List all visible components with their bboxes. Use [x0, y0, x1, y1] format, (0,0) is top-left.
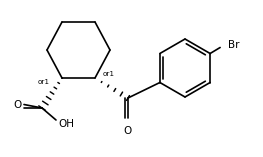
Text: Br: Br [228, 41, 240, 51]
Text: or1: or1 [103, 71, 115, 77]
Text: or1: or1 [38, 79, 50, 85]
Text: O: O [124, 126, 132, 136]
Text: OH: OH [58, 119, 74, 129]
Text: O: O [14, 100, 22, 110]
